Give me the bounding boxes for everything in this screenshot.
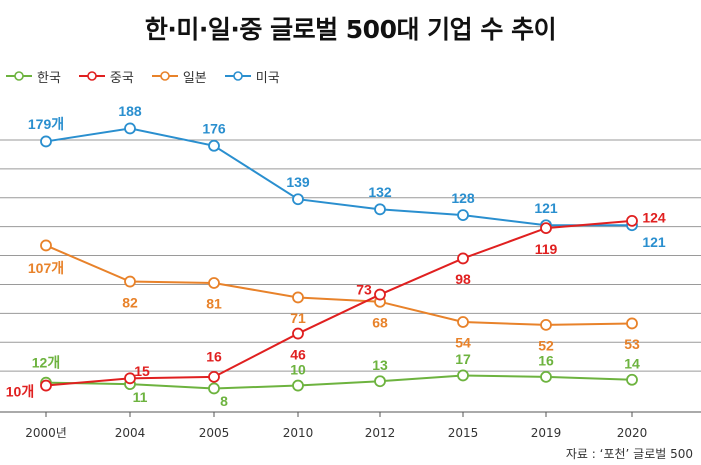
data-label: 54 (455, 335, 471, 351)
data-label: 132 (368, 184, 392, 200)
legend-item-0: 한국 (6, 67, 61, 86)
data-label: 8 (220, 393, 228, 409)
data-label: 11 (133, 389, 148, 405)
data-point (292, 193, 304, 206)
x-tick-label: 2012 (365, 426, 396, 440)
data-label: 10개 (6, 383, 34, 399)
data-label: 53 (624, 336, 640, 352)
data-label: 12개 (32, 354, 60, 370)
legend-swatch-1 (78, 71, 105, 81)
data-label: 10 (290, 361, 306, 377)
data-label: 52 (538, 338, 554, 354)
legend-label-0: 한국 (37, 70, 61, 86)
data-point (40, 135, 52, 148)
data-point (626, 373, 638, 386)
legend-label-3: 미국 (255, 70, 280, 86)
data-label: 46 (290, 346, 306, 362)
series-line (45, 374, 633, 390)
data-label: 14 (624, 355, 640, 371)
data-point (457, 316, 469, 328)
series-한국: 12개 11 8 10 13 17 16 14 (32, 351, 640, 409)
x-tick-label: 2019 (531, 426, 562, 440)
data-point (208, 382, 220, 395)
source-note: 자료 : ‘포천’ 글로벌 500 (565, 447, 693, 461)
data-label: 81 (206, 296, 222, 312)
series-중국: 10개 15 16 46 73 98 119 124 (6, 210, 666, 400)
data-point (40, 239, 52, 252)
data-point (374, 375, 386, 388)
data-label: 121 (534, 200, 558, 216)
data-point (292, 379, 304, 392)
series-line (45, 244, 633, 326)
legend: 한국 중국 일본 미국 (6, 66, 280, 86)
x-tick-label: 2020 (617, 426, 648, 440)
x-tick-label: 2005 (199, 426, 230, 440)
data-point (457, 369, 469, 382)
data-label: 139 (286, 174, 310, 190)
data-point (292, 327, 304, 340)
data-point (457, 252, 469, 265)
data-label: 176 (202, 120, 226, 136)
data-label: 73 (356, 281, 372, 297)
data-label: 16 (206, 349, 222, 365)
x-tick-label: 2010 (283, 426, 314, 440)
data-label: 128 (451, 190, 475, 206)
data-label: 124 (642, 210, 666, 226)
data-point (540, 370, 552, 383)
data-label: 188 (118, 103, 142, 119)
x-tick-label: 2004 (115, 426, 146, 440)
data-point (374, 288, 386, 301)
data-label: 82 (122, 294, 138, 310)
legend-item-2: 일본 (151, 67, 207, 86)
data-label: 107개 (28, 260, 64, 276)
data-point (124, 372, 136, 385)
legend-swatch-3 (224, 71, 251, 81)
data-point (208, 277, 220, 289)
data-point (374, 203, 386, 216)
data-label: 98 (455, 271, 471, 287)
legend-item-3: 미국 (224, 67, 280, 86)
data-point (208, 370, 220, 383)
legend-swatch-0 (6, 71, 32, 81)
data-point (124, 122, 136, 135)
data-point (540, 318, 552, 331)
series-미국: 179개 188 176 139 132 128 121 121 (28, 103, 666, 250)
x-tick-label: 2015 (448, 426, 479, 440)
data-point (40, 379, 52, 392)
chart-title: 한·미·일·중 글로벌 500대 기업 수 추이 (144, 15, 557, 44)
data-point (457, 209, 469, 222)
data-point (540, 222, 552, 235)
data-point (124, 275, 136, 288)
series-line (45, 219, 633, 387)
data-label: 119 (535, 241, 558, 257)
legend-item-1: 중국 (78, 67, 134, 86)
data-point (292, 291, 304, 304)
series-line (45, 127, 632, 227)
data-label: 68 (372, 314, 388, 330)
data-point (208, 139, 220, 152)
data-label: 17 (455, 351, 471, 367)
legend-label-2: 일본 (182, 70, 207, 86)
data-label: 71 (290, 310, 306, 326)
data-label: 16 (538, 353, 554, 369)
data-label: 179개 (28, 116, 64, 132)
gridlines (0, 139, 701, 372)
legend-label-1: 중국 (109, 70, 134, 86)
data-point (626, 317, 638, 330)
data-label: 121 (642, 234, 666, 250)
data-point (626, 214, 638, 227)
data-label: 15 (134, 363, 150, 379)
data-label: 13 (372, 357, 388, 373)
legend-swatch-2 (151, 71, 178, 81)
series-일본: 107개 82 81 71 68 54 52 53 (28, 239, 640, 354)
x-tick-label: 2000년 (25, 426, 67, 440)
